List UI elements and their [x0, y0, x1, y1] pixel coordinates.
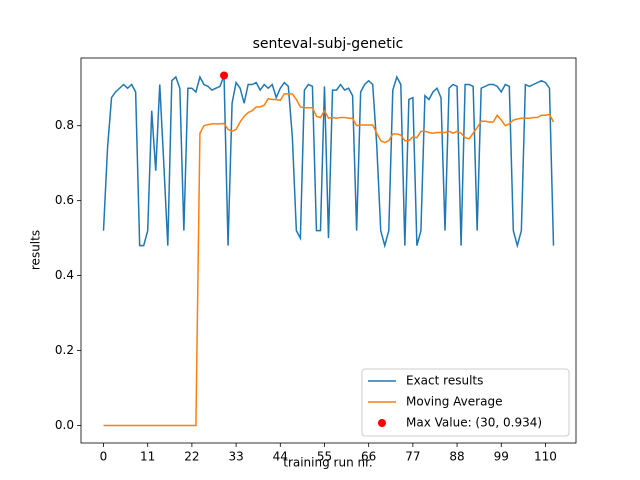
x-tick-label: 44 [273, 450, 288, 464]
legend-label: Max Value: (30, 0.934) [406, 416, 542, 430]
legend-swatch [378, 419, 386, 427]
y-tick-label: 0.6 [55, 193, 74, 207]
y-tick-label: 0.2 [55, 343, 74, 357]
legend-label: Moving Average [406, 395, 502, 409]
plot-frame [80, 57, 577, 444]
y-tick-label: 0.0 [55, 418, 74, 432]
x-tick-label: 66 [361, 450, 376, 464]
x-tick-label: 0 [100, 450, 108, 464]
x-tick-label: 11 [140, 450, 155, 464]
x-tick-label: 110 [534, 450, 557, 464]
line-series [102, 74, 555, 249]
y-tick-label: 0.4 [55, 268, 74, 282]
y-axis-label: results [29, 230, 43, 270]
x-tick-label: 55 [317, 450, 332, 464]
x-tick-label: 77 [405, 450, 420, 464]
max-point [220, 71, 229, 80]
y-tick-label: 0.8 [55, 118, 74, 132]
chart-title: senteval-subj-genetic [253, 36, 404, 52]
x-tick-label: 99 [494, 450, 509, 464]
legend-label: Exact results [406, 374, 483, 388]
x-tick-label: 22 [184, 450, 199, 464]
x-tick-label: 33 [228, 450, 243, 464]
line-series [103, 93, 555, 427]
x-tick-label: 88 [449, 450, 464, 464]
x-axis-label: training run nr. [283, 456, 373, 470]
legend-box [361, 368, 570, 437]
